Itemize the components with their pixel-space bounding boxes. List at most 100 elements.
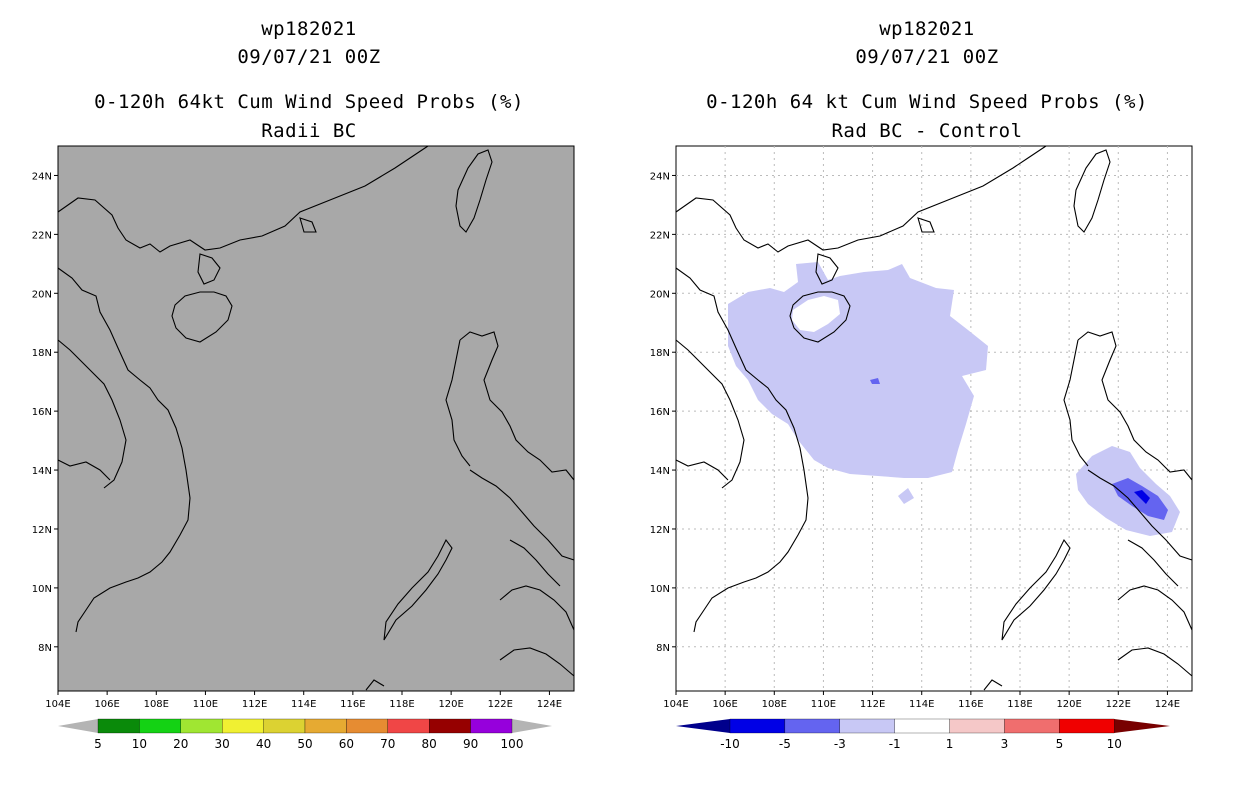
- left-colorbar-swatch: [222, 718, 264, 734]
- shade-region-small: [898, 488, 914, 504]
- right-y-tick-label: 16N: [650, 407, 670, 418]
- right-difference-shading: [728, 262, 1180, 536]
- left-colorbar-label: 10: [132, 737, 147, 751]
- left-colorbar-swatch: [470, 718, 513, 734]
- right-y-tick-label: 8N: [656, 643, 670, 654]
- left-colorbar-label: 60: [339, 737, 354, 751]
- right-x-tick-label: 124E: [1155, 699, 1180, 710]
- right-colorbar-swatch: [1059, 718, 1115, 734]
- left-colorbar-label: 20: [173, 737, 188, 751]
- right-coastlines: [675, 145, 1193, 691]
- right-colorbar-label: 3: [1001, 737, 1009, 751]
- right-x-tick-label: 108E: [762, 699, 787, 710]
- right-colorbar-label: -5: [779, 737, 791, 751]
- left-title-storm: wp182021: [261, 18, 357, 40]
- left-y-tick-label: 12N: [32, 525, 52, 536]
- right-y-axis: 24N 22N 20N 18N 16N 14N 12N 10N 8N: [650, 171, 676, 654]
- left-y-tick-label: 24N: [32, 171, 52, 182]
- shade-region-east-dark: [1134, 490, 1150, 504]
- right-colorbar: -10 -5 -3 -1 1 3 5 10: [676, 718, 1170, 751]
- left-x-tick-label: 118E: [389, 699, 414, 710]
- right-colorbar-swatch: [949, 718, 1005, 734]
- left-x-tick-label: 122E: [488, 699, 513, 710]
- left-colorbar: 5 10 20 30 40 50 60 70 80 90 100: [58, 718, 552, 751]
- left-x-tick-label: 106E: [94, 699, 119, 710]
- right-x-tick-label: 120E: [1056, 699, 1081, 710]
- left-x-tick-label: 110E: [193, 699, 218, 710]
- left-x-axis: 104E 106E 108E 110E 112E 114E 116E 118E 120E 122E…: [45, 691, 562, 710]
- left-x-tick-label: 124E: [537, 699, 562, 710]
- right-x-tick-label: 110E: [811, 699, 836, 710]
- shade-hole-hainan: [792, 296, 840, 332]
- right-colorbar-swatch: [839, 718, 895, 734]
- right-y-tick-label: 20N: [650, 289, 670, 300]
- left-colorbar-swatch: [97, 718, 140, 734]
- shade-region-east-mid: [1112, 478, 1168, 520]
- right-colorbar-label: 5: [1056, 737, 1064, 751]
- left-y-tick-label: 10N: [32, 584, 52, 595]
- right-colorbar-swatch: [784, 718, 840, 734]
- left-y-tick-label: 22N: [32, 230, 52, 241]
- left-colorbar-swatch: [429, 718, 471, 734]
- left-y-tick-label: 18N: [32, 348, 52, 359]
- left-title-date: 09/07/21 00Z: [237, 46, 381, 68]
- right-colorbar-left-end: [676, 719, 730, 733]
- right-title-product: 0-120h 64 kt Cum Wind Speed Probs (%): [706, 91, 1148, 113]
- right-x-tick-label: 114E: [909, 699, 934, 710]
- right-x-tick-label: 122E: [1106, 699, 1131, 710]
- right-title-subtitle: Rad BC - Control: [831, 120, 1023, 142]
- right-title-storm: wp182021: [879, 18, 975, 40]
- right-y-tick-label: 14N: [650, 466, 670, 477]
- left-title-product: 0-120h 64kt Cum Wind Speed Probs (%): [94, 91, 524, 113]
- right-y-tick-label: 12N: [650, 525, 670, 536]
- left-map: 104E 106E 108E 110E 112E 114E 116E 118E 120E 122E…: [32, 145, 575, 751]
- left-colorbar-label: 70: [380, 737, 395, 751]
- right-y-tick-label: 18N: [650, 348, 670, 359]
- left-colorbar-label: 40: [256, 737, 271, 751]
- left-y-tick-label: 20N: [32, 289, 52, 300]
- left-x-tick-label: 116E: [340, 699, 365, 710]
- right-x-tick-label: 104E: [663, 699, 688, 710]
- left-colorbar-swatch: [139, 718, 181, 734]
- left-colorbar-label: 5: [94, 737, 102, 751]
- left-colorbar-swatch: [180, 718, 223, 734]
- left-panel: wp182021 09/07/21 00Z 0-120h 64kt Cum Wi…: [32, 18, 575, 751]
- right-panel: wp182021 09/07/21 00Z 0-120h 64 kt Cum W…: [618, 0, 1236, 800]
- right-title-date: 09/07/21 00Z: [855, 46, 999, 68]
- left-colorbar-label: 30: [215, 737, 230, 751]
- left-colorbar-left-end: [58, 719, 98, 733]
- right-colorbar-label: -3: [834, 737, 846, 751]
- left-x-tick-label: 112E: [242, 699, 267, 710]
- left-title-subtitle: Radii BC: [261, 120, 357, 142]
- left-colorbar-label: 90: [463, 737, 478, 751]
- left-y-tick-label: 14N: [32, 466, 52, 477]
- right-x-tick-label: 106E: [712, 699, 737, 710]
- left-colorbar-swatch: [263, 718, 306, 734]
- left-x-tick-label: 108E: [144, 699, 169, 710]
- left-y-tick-label: 8N: [38, 643, 52, 654]
- right-colorbar-swatch: [1004, 718, 1060, 734]
- left-y-tick-label: 16N: [32, 407, 52, 418]
- left-colorbar-label: 80: [422, 737, 437, 751]
- shade-dot: [870, 378, 880, 384]
- right-x-tick-label: 112E: [860, 699, 885, 710]
- right-y-tick-label: 24N: [650, 171, 670, 182]
- left-colorbar-swatch: [387, 718, 430, 734]
- right-x-tick-label: 116E: [958, 699, 983, 710]
- right-y-tick-label: 10N: [650, 584, 670, 595]
- left-colorbar-swatch: [346, 718, 388, 734]
- right-colorbar-swatch: [894, 718, 950, 734]
- left-y-axis: 24N 22N 20N 18N 16N 14N 12N 10N 8N: [32, 171, 58, 654]
- right-colorbar-label: -10: [720, 737, 740, 751]
- left-colorbar-right-end: [512, 719, 552, 733]
- left-x-tick-label: 120E: [438, 699, 463, 710]
- left-coastlines: [57, 145, 575, 691]
- right-colorbar-right-end: [1114, 719, 1170, 733]
- right-x-axis: 104E 106E 108E 110E 112E 114E 116E 118E 120E 122E…: [663, 691, 1180, 710]
- left-colorbar-swatch: [304, 718, 347, 734]
- left-colorbar-label: 100: [501, 737, 524, 751]
- right-colorbar-label: -1: [889, 737, 901, 751]
- left-colorbar-label: 50: [297, 737, 312, 751]
- right-colorbar-label: 10: [1107, 737, 1122, 751]
- right-colorbar-label: 1: [946, 737, 954, 751]
